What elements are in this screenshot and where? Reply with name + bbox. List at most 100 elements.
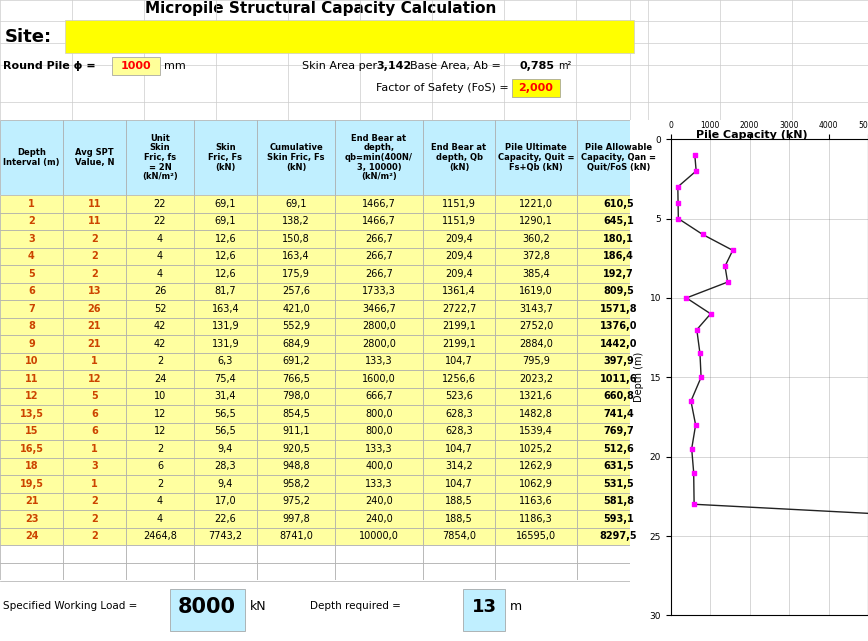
Bar: [126, 213, 194, 230]
Bar: [577, 247, 660, 265]
Bar: [423, 195, 495, 213]
Bar: [257, 545, 335, 563]
Text: 266,7: 266,7: [365, 234, 393, 244]
Bar: [577, 492, 660, 510]
Bar: [335, 335, 423, 353]
Text: 131,9: 131,9: [212, 338, 240, 349]
Bar: [126, 405, 194, 422]
Text: 26: 26: [88, 304, 102, 313]
Bar: [495, 353, 577, 370]
Text: 800,0: 800,0: [365, 409, 393, 419]
Text: 1256,6: 1256,6: [442, 374, 476, 384]
Text: 257,6: 257,6: [282, 287, 310, 296]
Text: 911,1: 911,1: [282, 426, 310, 437]
Text: 240,0: 240,0: [365, 496, 393, 506]
Bar: [257, 353, 335, 370]
Bar: [126, 247, 194, 265]
Text: Depth required =: Depth required =: [310, 601, 401, 611]
Bar: [423, 300, 495, 317]
Bar: [63, 563, 126, 580]
Bar: [423, 370, 495, 388]
Text: 666,7: 666,7: [365, 391, 393, 401]
Bar: [194, 563, 257, 580]
Text: Base Area, Ab =: Base Area, Ab =: [410, 61, 501, 71]
Bar: [63, 405, 126, 422]
Text: 798,0: 798,0: [282, 391, 310, 401]
Text: 1062,9: 1062,9: [519, 479, 553, 488]
Bar: [335, 458, 423, 475]
Text: Pile Allowable
Capacity, Qan =
Quit/FoS (kN): Pile Allowable Capacity, Qan = Quit/FoS …: [581, 144, 656, 172]
Text: 2199,1: 2199,1: [442, 338, 476, 349]
Text: 1466,7: 1466,7: [362, 216, 396, 226]
Text: 22,6: 22,6: [214, 513, 236, 524]
Bar: [0, 510, 63, 528]
Bar: [335, 120, 423, 195]
Bar: [126, 265, 194, 283]
Bar: [577, 440, 660, 458]
Bar: [63, 120, 126, 195]
Bar: [0, 353, 63, 370]
Bar: [423, 545, 495, 563]
Bar: [335, 388, 423, 405]
Text: 4: 4: [157, 513, 163, 524]
Bar: [126, 458, 194, 475]
Bar: [63, 545, 126, 563]
Bar: [63, 388, 126, 405]
Bar: [0, 370, 63, 388]
Text: 1376,0: 1376,0: [600, 321, 637, 331]
Text: 2: 2: [28, 216, 35, 226]
Text: 691,2: 691,2: [282, 356, 310, 366]
Bar: [335, 475, 423, 492]
Bar: [194, 317, 257, 335]
Bar: [577, 475, 660, 492]
Text: 2199,1: 2199,1: [442, 321, 476, 331]
Text: Pile Ultimate
Capacity, Quit =
Fs+Qb (kN): Pile Ultimate Capacity, Quit = Fs+Qb (kN…: [497, 144, 575, 172]
Bar: [257, 120, 335, 195]
Point: [671, 197, 685, 208]
Text: 593,1: 593,1: [603, 513, 634, 524]
Text: 9: 9: [28, 338, 35, 349]
Bar: [126, 422, 194, 440]
Bar: [194, 230, 257, 247]
Bar: [194, 120, 257, 195]
Bar: [257, 563, 335, 580]
Text: 26: 26: [154, 287, 166, 296]
Text: 209,4: 209,4: [445, 269, 473, 279]
Bar: [194, 195, 257, 213]
Bar: [194, 213, 257, 230]
Text: 28,3: 28,3: [214, 462, 236, 471]
Bar: [0, 405, 63, 422]
Bar: [194, 458, 257, 475]
Bar: [335, 300, 423, 317]
Text: 21: 21: [25, 496, 38, 506]
Text: 9,4: 9,4: [218, 444, 233, 454]
Text: 628,3: 628,3: [445, 426, 473, 437]
Bar: [126, 300, 194, 317]
Bar: [257, 247, 335, 265]
Text: 1442,0: 1442,0: [600, 338, 637, 349]
Point: [680, 293, 694, 303]
Bar: [0, 213, 63, 230]
Text: 16,5: 16,5: [19, 444, 43, 454]
Bar: [423, 120, 495, 195]
Text: 6: 6: [91, 409, 98, 419]
Text: 1151,9: 1151,9: [442, 216, 476, 226]
Text: 360,2: 360,2: [523, 234, 549, 244]
Bar: [577, 283, 660, 300]
Bar: [335, 230, 423, 247]
Bar: [0, 247, 63, 265]
Text: 22: 22: [154, 216, 167, 226]
Text: kN: kN: [250, 599, 266, 613]
Bar: [495, 300, 577, 317]
Bar: [495, 230, 577, 247]
Text: 23: 23: [25, 513, 38, 524]
Text: 8000: 8000: [178, 597, 236, 617]
Bar: [126, 335, 194, 353]
Text: Factor of Safety (FoS) =: Factor of Safety (FoS) =: [376, 83, 509, 93]
Bar: [194, 492, 257, 510]
Text: 12,6: 12,6: [214, 269, 236, 279]
Bar: [495, 545, 577, 563]
Text: 795,9: 795,9: [522, 356, 550, 366]
Text: 104,7: 104,7: [445, 356, 473, 366]
Bar: [335, 528, 423, 545]
